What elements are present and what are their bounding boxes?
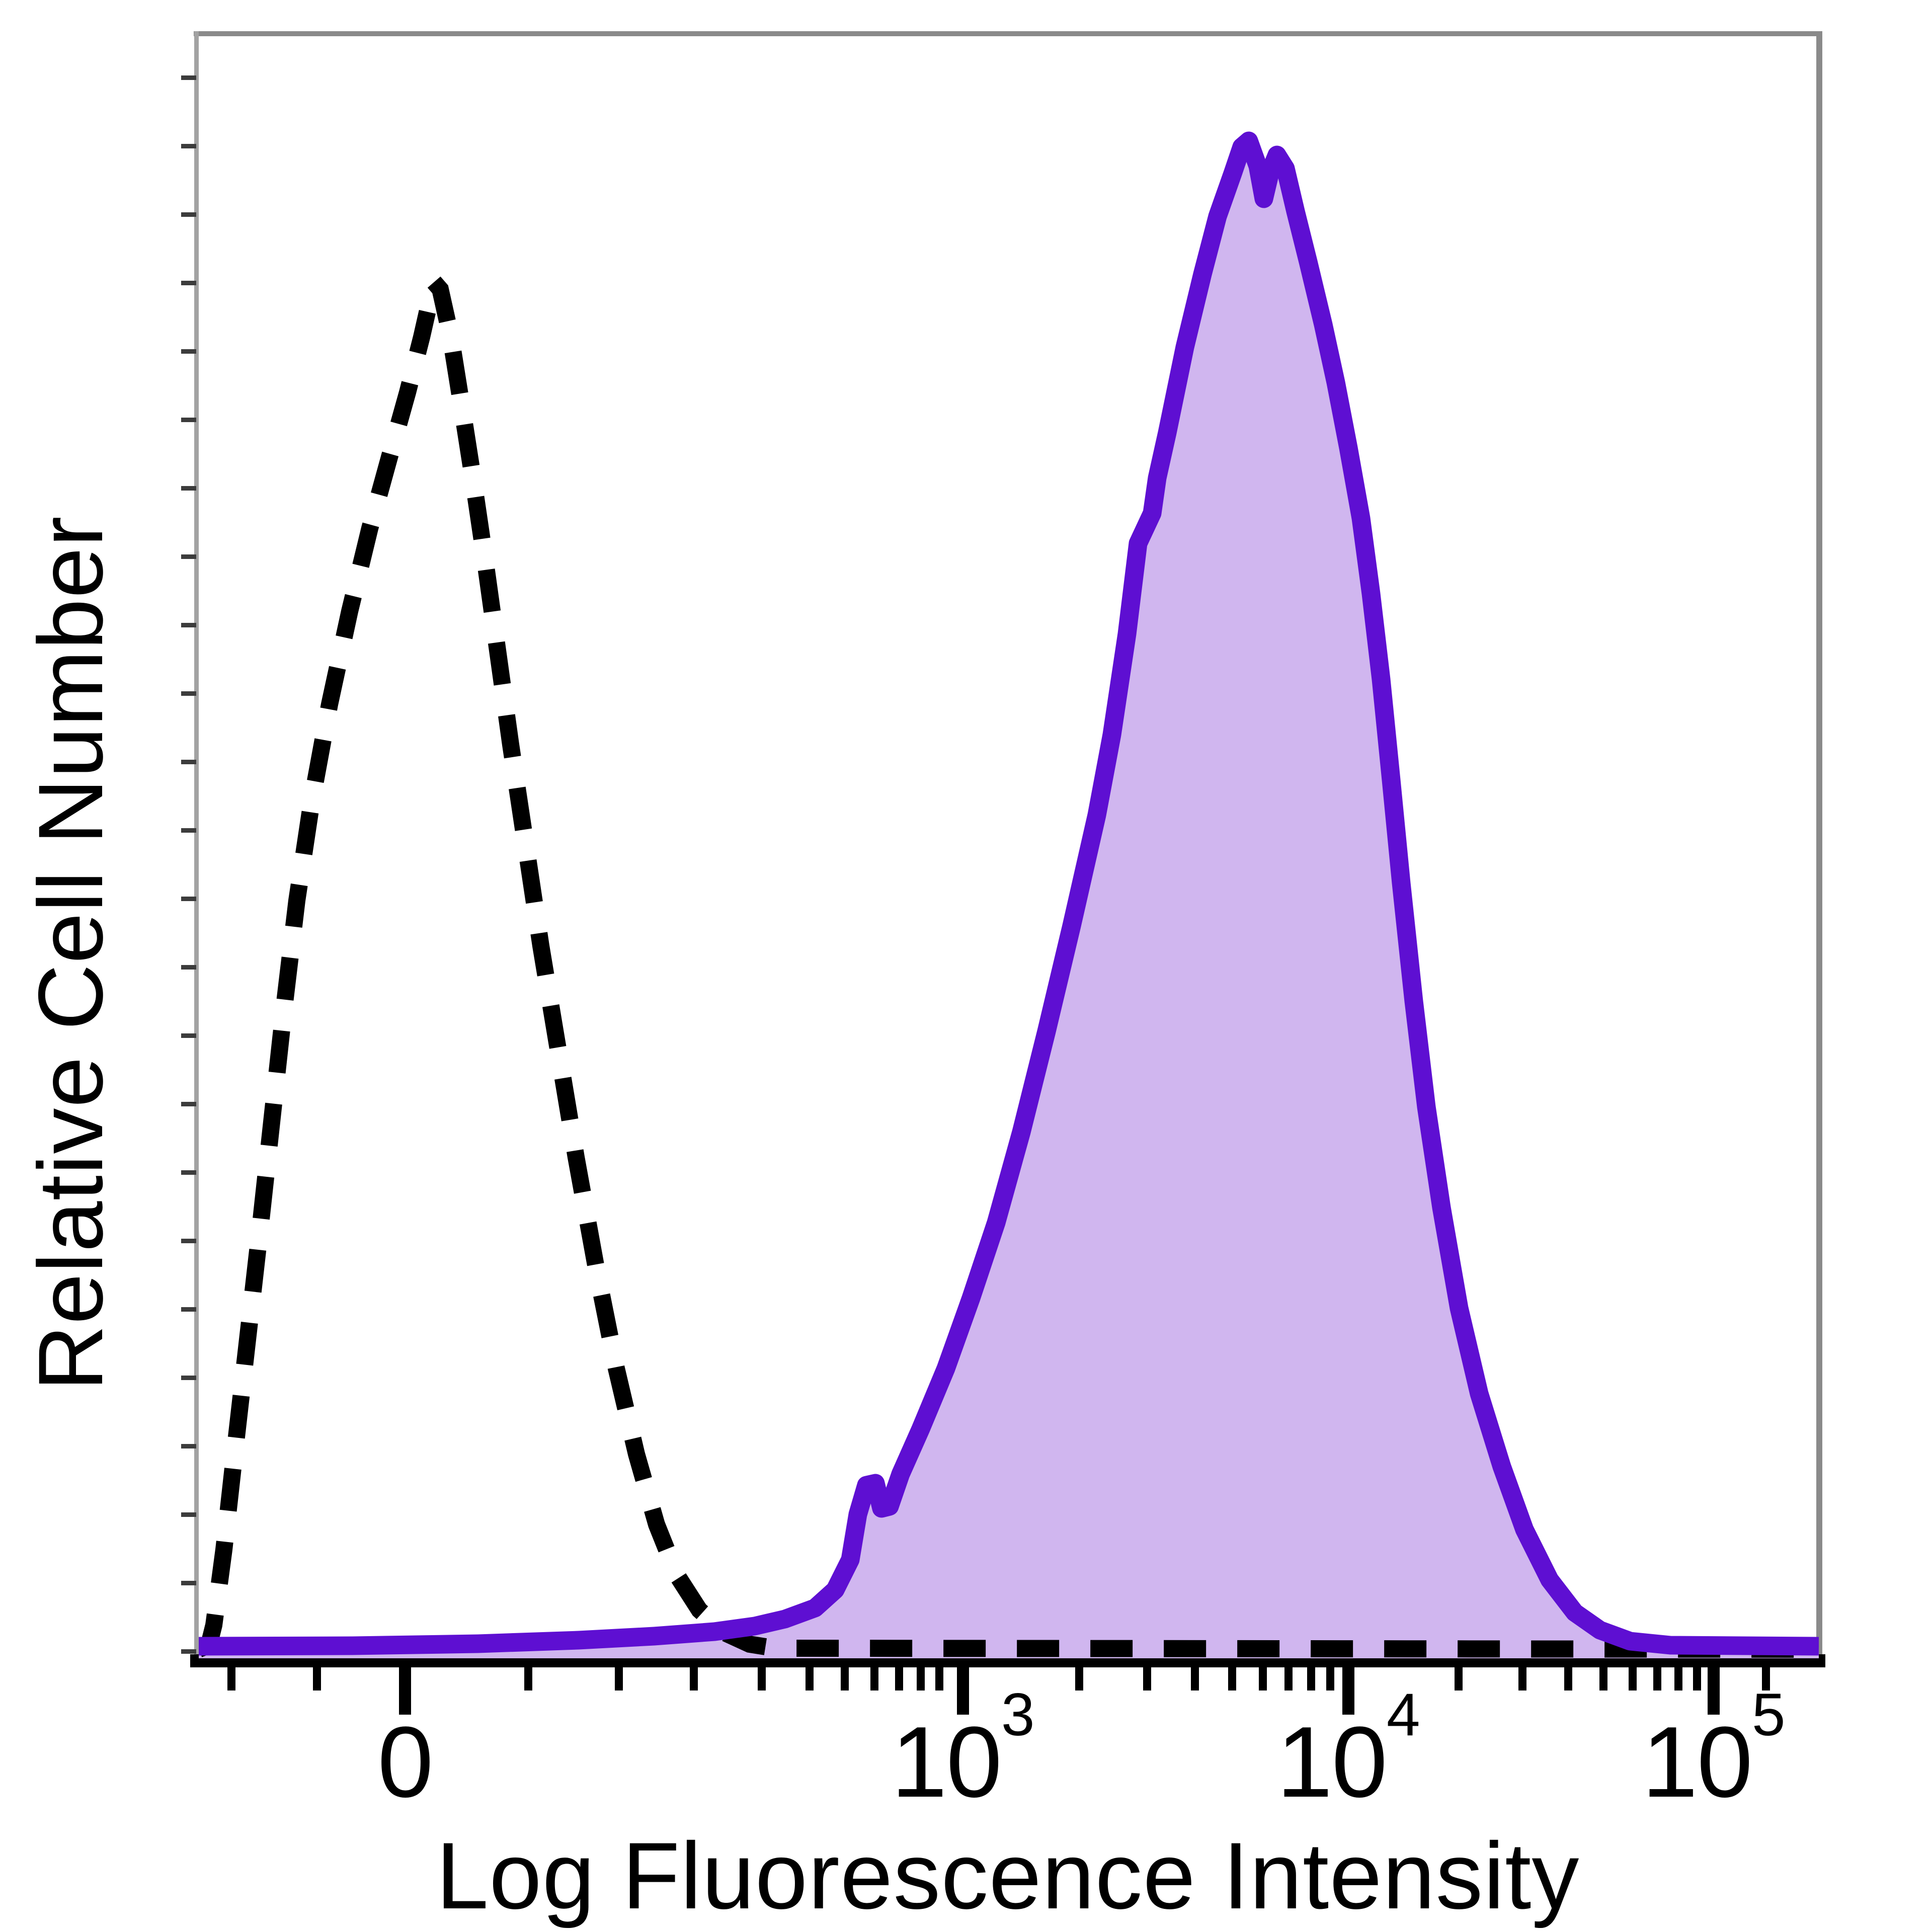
y-minor-tick [181, 144, 196, 148]
x-tick-label: 104 [1276, 1681, 1420, 1818]
x-minor-tick [1693, 1660, 1701, 1691]
y-minor-tick [181, 1239, 196, 1243]
x-minor-tick [1629, 1660, 1637, 1691]
x-minor-tick [227, 1660, 235, 1691]
x-minor-tick [1518, 1660, 1526, 1691]
x-tick-label-exponent: 3 [1001, 1681, 1035, 1749]
x-minor-tick [1307, 1660, 1315, 1691]
y-minor-tick [181, 897, 196, 901]
y-minor-tick [181, 760, 196, 764]
x-tick-label: 103 [891, 1681, 1035, 1818]
x-minor-tick [935, 1660, 943, 1691]
x-axis-title: Log Fluorescence Intensity [436, 1823, 1580, 1928]
stained-histogram-outline [199, 131, 1819, 1656]
x-minor-tick [1284, 1660, 1293, 1691]
x-minor-tick [806, 1660, 814, 1691]
y-minor-tick [181, 1307, 196, 1312]
x-minor-tick [1653, 1660, 1661, 1691]
x-minor-tick [917, 1660, 925, 1691]
x-major-tick [1708, 1660, 1720, 1715]
x-major-tick [399, 1660, 411, 1715]
x-minor-tick [1075, 1660, 1083, 1691]
y-minor-tick [181, 554, 196, 559]
y-minor-tick [181, 1512, 196, 1517]
y-minor-tick [181, 828, 196, 833]
x-minor-tick [1143, 1660, 1151, 1691]
x-minor-tick [313, 1660, 321, 1691]
x-tick-label-exponent: 4 [1386, 1681, 1420, 1749]
x-tick-label: 105 [1642, 1681, 1786, 1818]
y-minor-tick [181, 418, 196, 422]
x-minor-tick [1762, 1660, 1770, 1691]
y-minor-tick [181, 1444, 196, 1448]
y-minor-tick [181, 965, 196, 970]
x-minor-tick [1259, 1660, 1267, 1691]
y-minor-tick [181, 1033, 196, 1038]
x-minor-tick [690, 1660, 698, 1691]
y-minor-tick [181, 281, 196, 285]
y-minor-tick [181, 1102, 196, 1106]
y-minor-tick [181, 349, 196, 354]
x-minor-tick [1326, 1660, 1334, 1691]
y-minor-tick [181, 486, 196, 491]
x-major-tick [1342, 1660, 1354, 1715]
stained-histogram-fill [199, 141, 1819, 1658]
plot-frame-left-spine [194, 31, 199, 1655]
plot-frame-top-spine [194, 31, 1822, 36]
x-minor-tick [1564, 1660, 1572, 1691]
y-minor-tick [181, 1649, 196, 1654]
x-major-tick [957, 1660, 969, 1715]
y-minor-tick [181, 1581, 196, 1585]
control-histogram-dashed-outline [199, 263, 1819, 1658]
y-minor-tick [181, 212, 196, 217]
x-minor-tick [524, 1660, 532, 1691]
x-minor-tick [758, 1660, 766, 1691]
x-minor-tick [1228, 1660, 1236, 1691]
y-minor-tick [181, 75, 196, 80]
x-minor-tick [1599, 1660, 1607, 1691]
x-minor-tick [895, 1660, 903, 1691]
x-tick-label-exponent: 5 [1751, 1681, 1786, 1749]
plot-frame-right-spine [1816, 31, 1822, 1666]
x-minor-tick [1191, 1660, 1199, 1691]
histogram-curves [199, 131, 1819, 1658]
y-axis-title: Relative Cell Number [19, 516, 122, 1391]
x-minor-tick [841, 1660, 849, 1691]
x-minor-tick [615, 1660, 623, 1691]
x-minor-tick [1455, 1660, 1463, 1691]
y-minor-tick [181, 1170, 196, 1175]
x-minor-tick [870, 1660, 878, 1691]
x-tick-label: 0 [377, 1706, 433, 1818]
y-minor-tick [181, 691, 196, 696]
x-minor-tick [1674, 1660, 1682, 1691]
y-minor-tick [181, 623, 196, 627]
y-minor-tick [181, 1376, 196, 1380]
